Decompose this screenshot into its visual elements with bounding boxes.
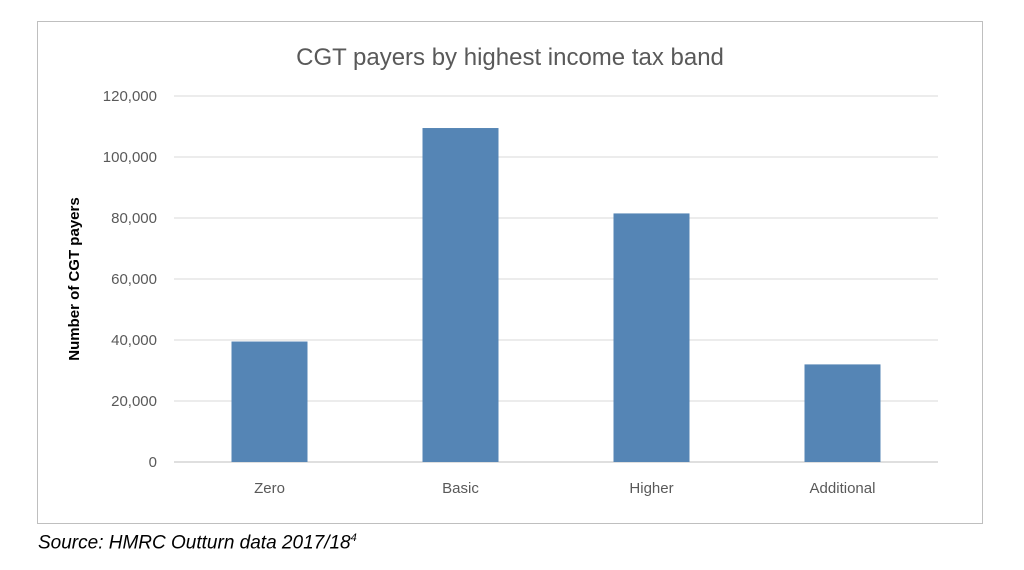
y-tick-label: 40,000 — [111, 332, 157, 349]
y-tick-label: 80,000 — [111, 210, 157, 227]
y-axis-ticks: 0 20,000 40,000 60,000 80,000 100,000 120,000 — [103, 88, 157, 471]
x-tick-label: Additional — [810, 480, 876, 497]
x-tick-label: Basic — [442, 480, 479, 497]
y-axis-label: Number of CGT payers — [66, 197, 83, 360]
x-tick-label: Zero — [254, 480, 285, 497]
bar-basic — [422, 128, 499, 462]
y-tick-label: 0 — [149, 454, 157, 471]
source-caption: Source: HMRC Outturn data 2017/184 — [38, 532, 357, 554]
y-tick-label: 100,000 — [103, 149, 157, 166]
source-text: Source: HMRC Outturn data 2017/18 — [38, 532, 351, 554]
x-tick-label: Higher — [629, 480, 673, 497]
source-footnote: 4 — [350, 532, 357, 544]
bar-zero — [231, 341, 308, 462]
y-tick-label: 60,000 — [111, 271, 157, 288]
y-tick-label: 20,000 — [111, 393, 157, 410]
bar-additional — [804, 364, 881, 462]
chart-title: CGT payers by highest income tax band — [296, 44, 724, 71]
y-tick-label: 120,000 — [103, 88, 157, 105]
bars — [231, 128, 881, 462]
x-axis-ticks: Zero Basic Higher Additional — [254, 480, 875, 497]
bar-higher — [613, 213, 690, 462]
